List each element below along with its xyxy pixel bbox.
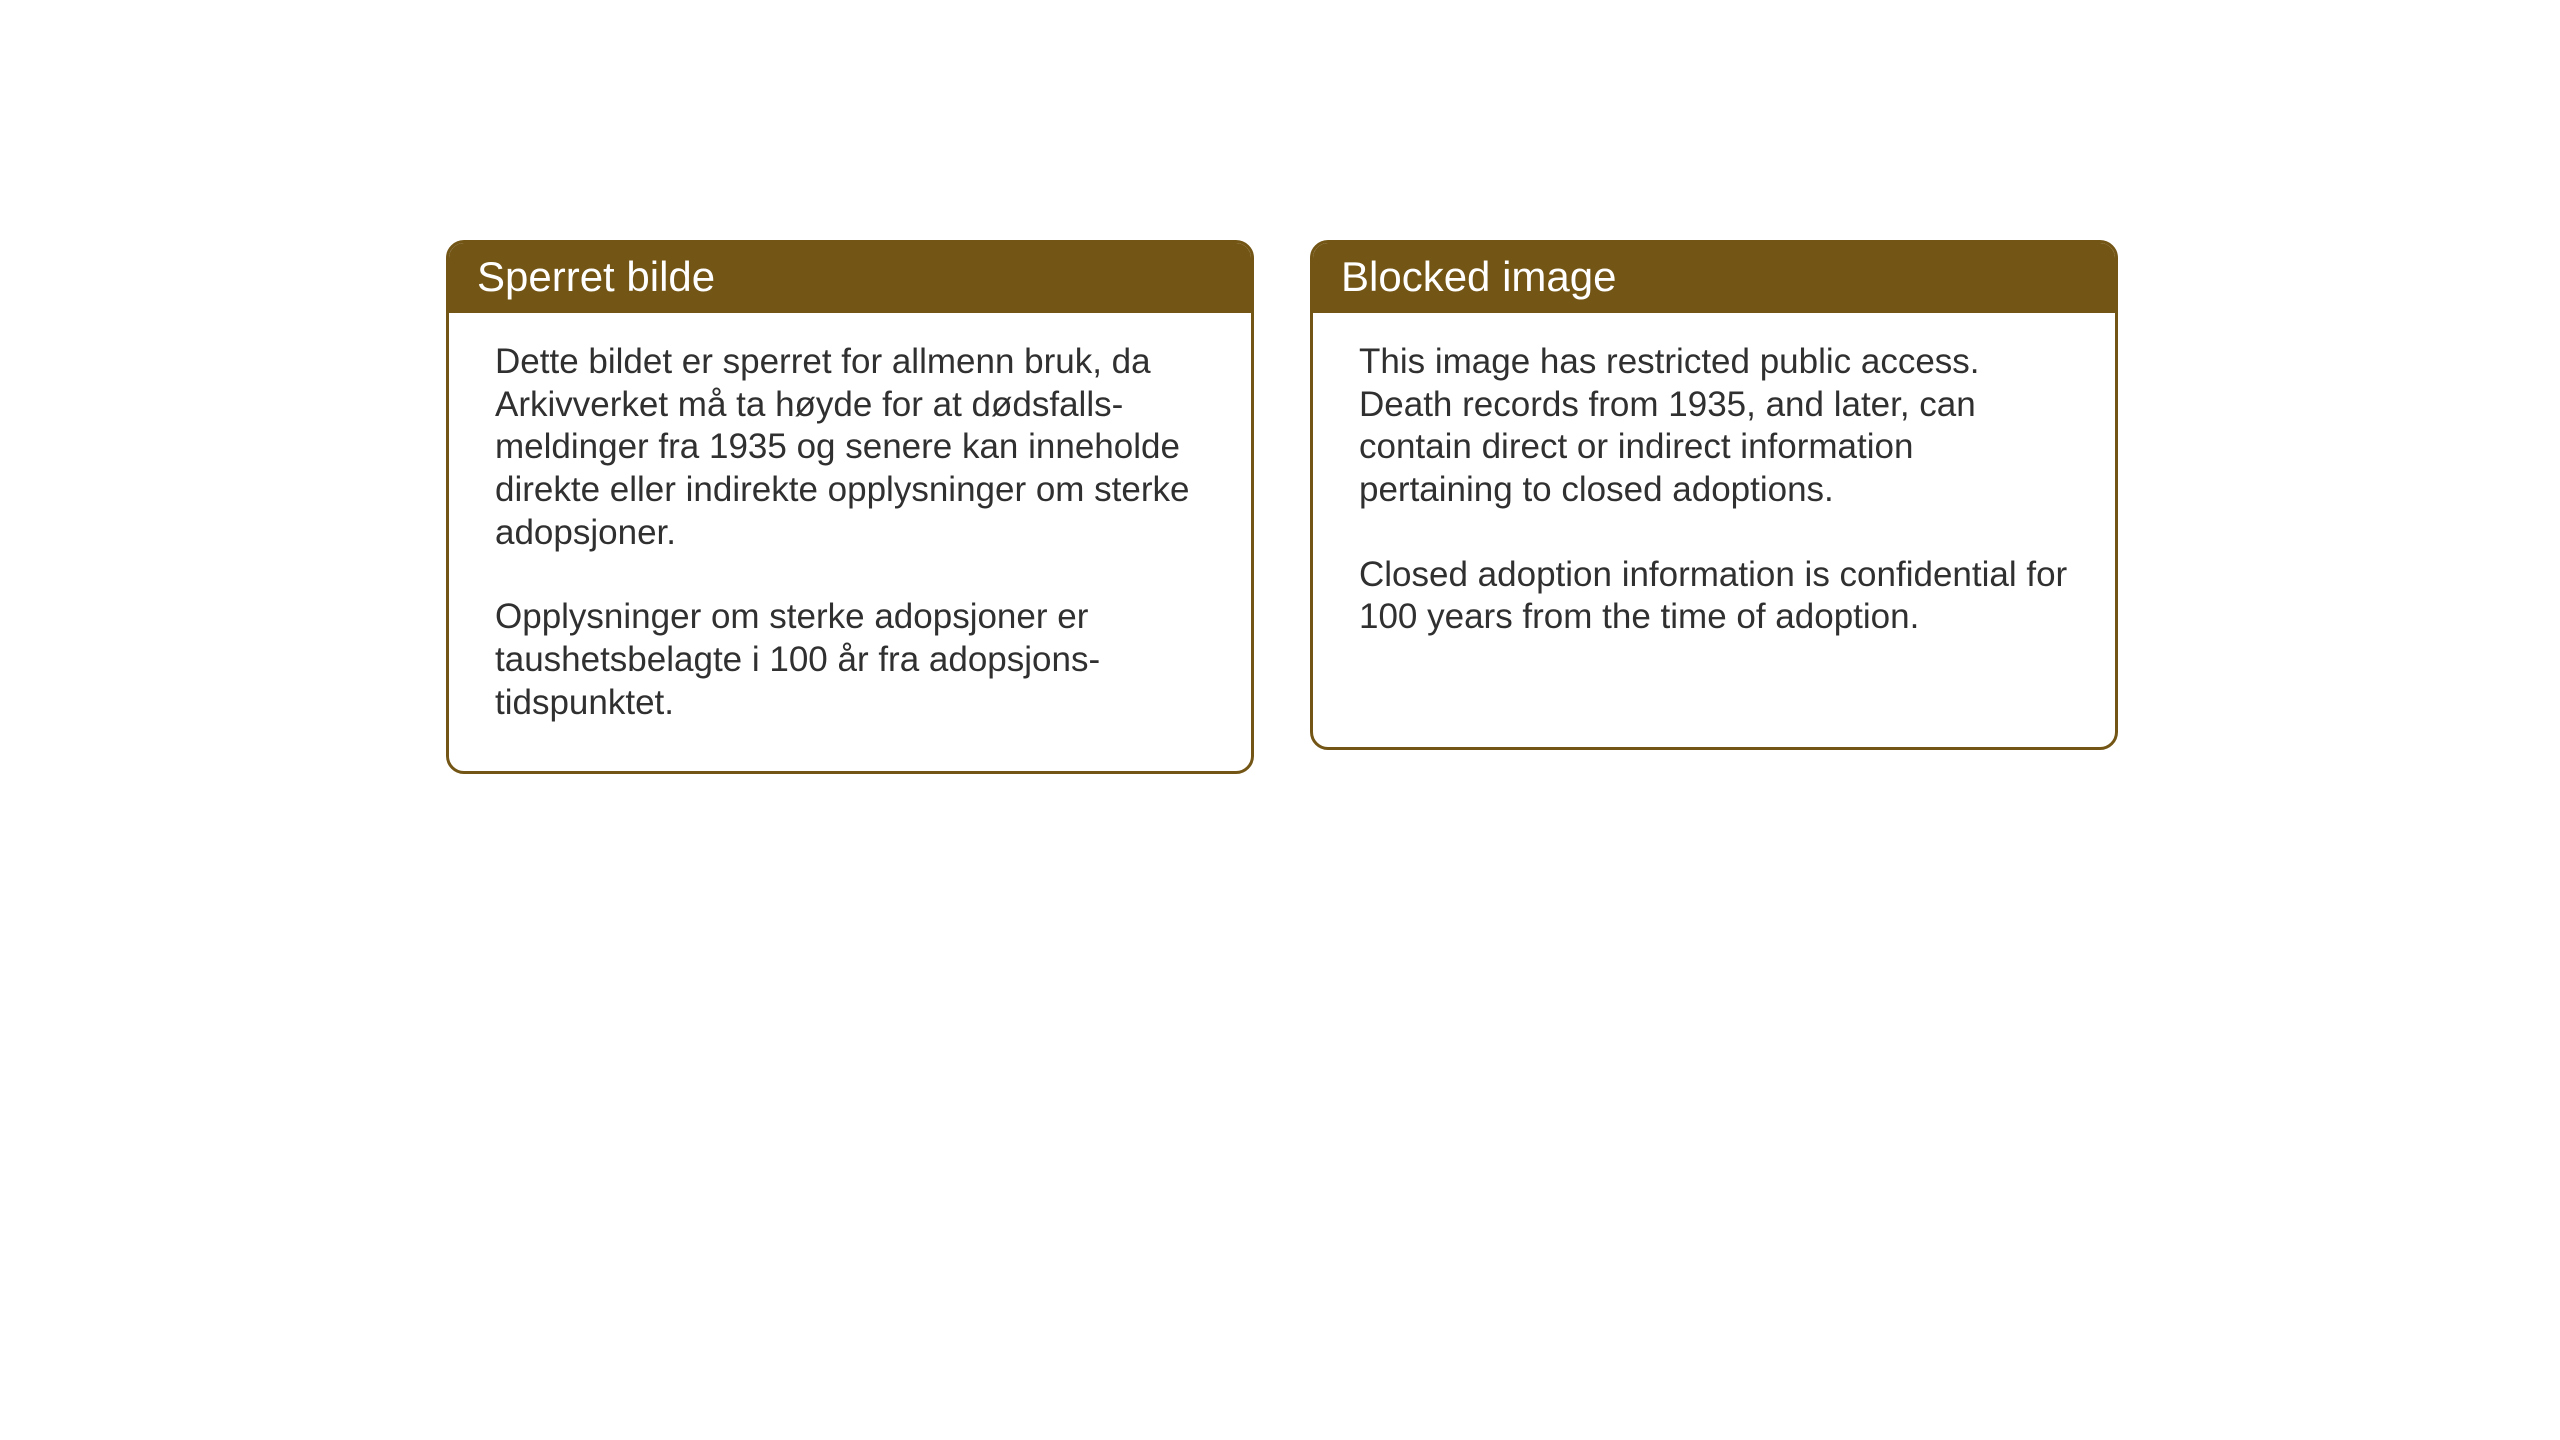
card-header-english: Blocked image xyxy=(1313,243,2115,313)
card-paragraph-2-norwegian: Opplysninger om sterke adopsjoner er tau… xyxy=(495,596,1205,724)
card-body-english: This image has restricted public access.… xyxy=(1313,313,2115,685)
card-paragraph-1-english: This image has restricted public access.… xyxy=(1359,341,2069,512)
card-paragraph-2-english: Closed adoption information is confident… xyxy=(1359,554,2069,639)
card-paragraph-1-norwegian: Dette bildet er sperret for allmenn bruk… xyxy=(495,341,1205,554)
card-body-norwegian: Dette bildet er sperret for allmenn bruk… xyxy=(449,313,1251,771)
blocked-image-card-norwegian: Sperret bilde Dette bildet er sperret fo… xyxy=(446,240,1254,774)
card-header-norwegian: Sperret bilde xyxy=(449,243,1251,313)
blocked-image-card-english: Blocked image This image has restricted … xyxy=(1310,240,2118,750)
cards-container: Sperret bilde Dette bildet er sperret fo… xyxy=(446,240,2118,774)
